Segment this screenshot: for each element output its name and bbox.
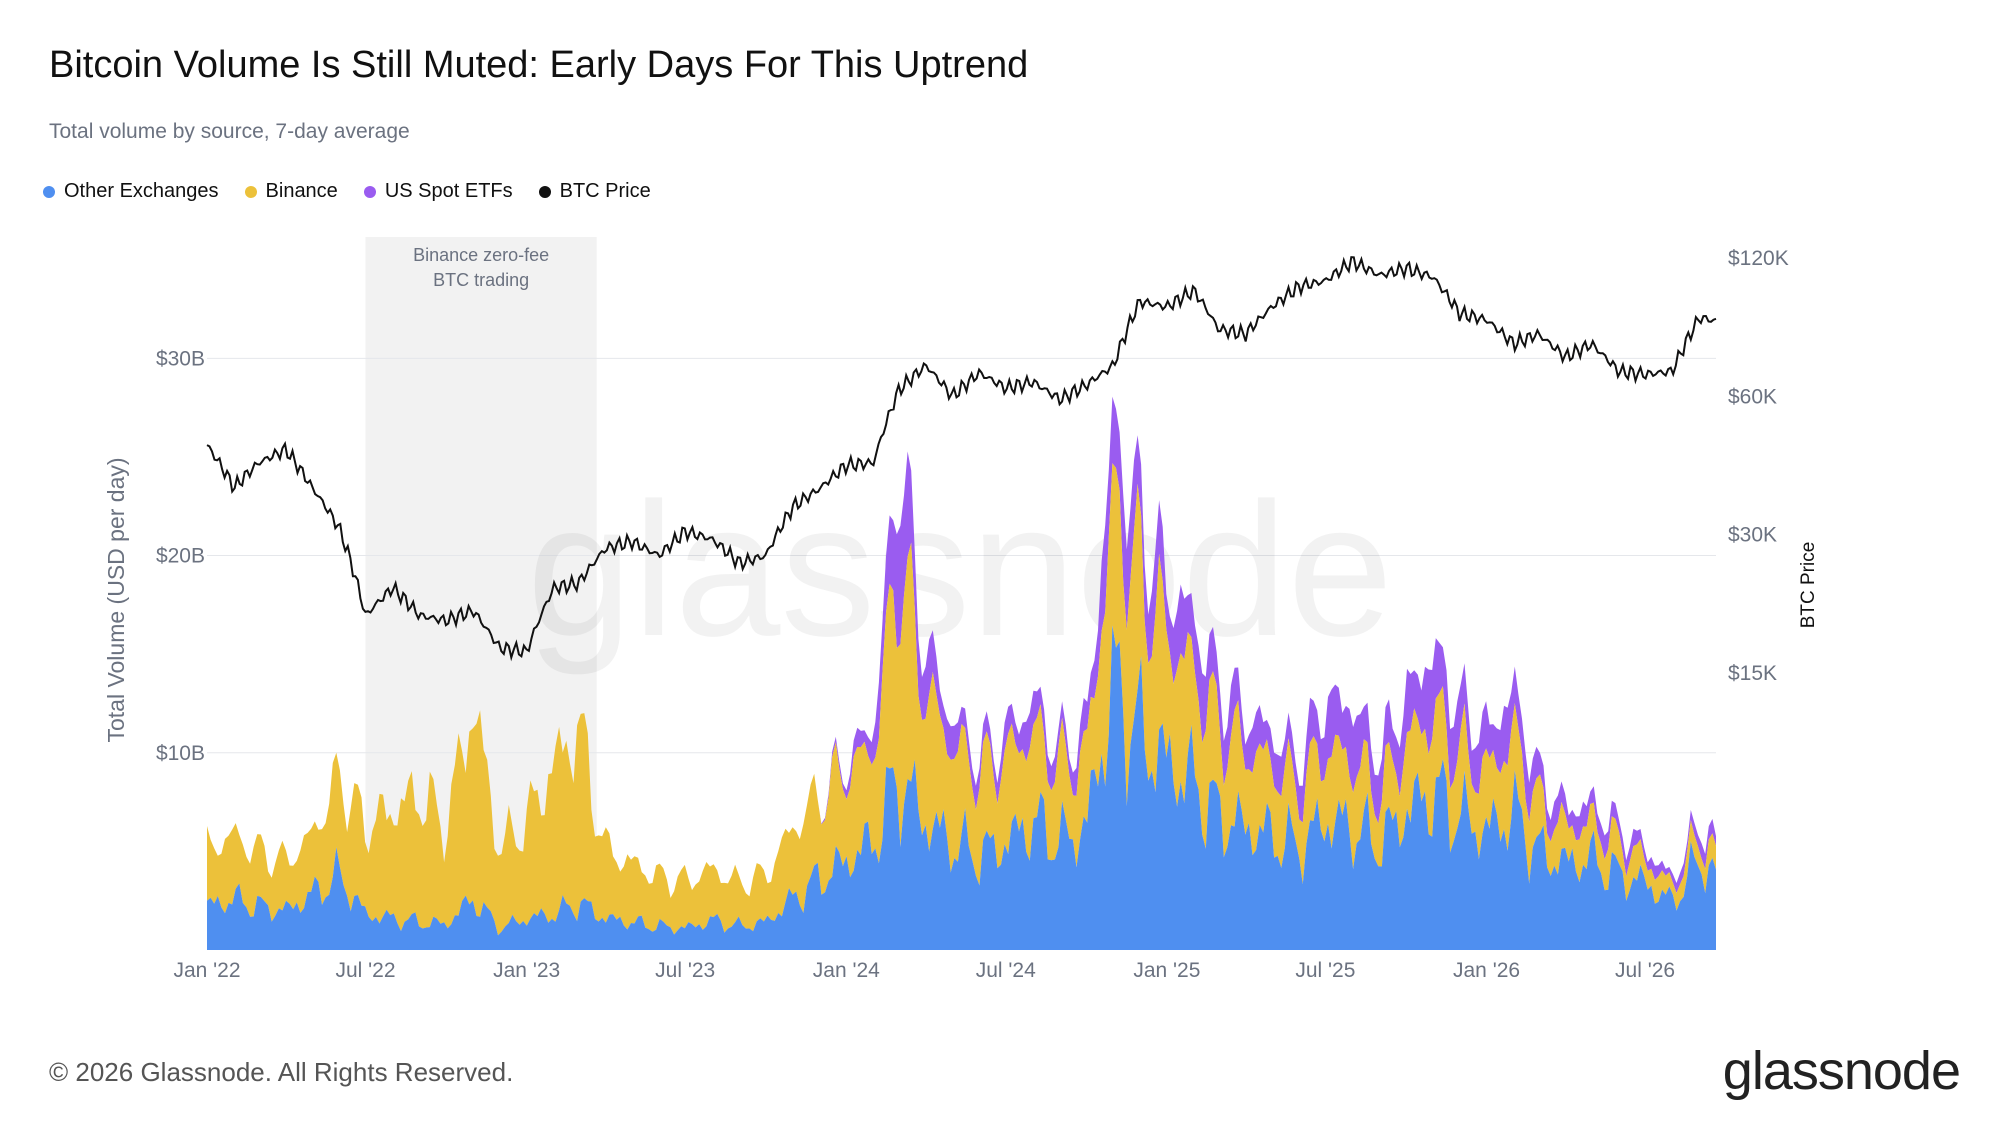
legend-label-us-spot-etfs: US Spot ETFs	[384, 180, 513, 202]
legend-item-binance[interactable]: Binance	[244, 180, 338, 203]
legend-item-other-exchanges[interactable]: Other Exchanges	[43, 180, 219, 203]
y-right-axis-title: BTC Price	[1798, 542, 1819, 629]
legend-dot-us-spot-etfs	[363, 185, 376, 198]
y-right-tick-label: $60K	[1728, 385, 1777, 408]
annotation-label: BTC trading	[433, 270, 529, 290]
y-left-tick-label: $20B	[156, 545, 205, 568]
x-tick-label: Jan '23	[493, 959, 560, 982]
x-tick-label: Jul '24	[976, 959, 1036, 982]
legend-label-btc-price: BTC Price	[559, 180, 651, 202]
watermark: glassnode	[527, 464, 1393, 676]
y-right-tick-label: $120K	[1728, 247, 1789, 270]
y-right-tick-label: $15K	[1728, 662, 1777, 685]
chart-title: Bitcoin Volume Is Still Muted: Early Day…	[49, 44, 1029, 86]
legend-label-other-exchanges: Other Exchanges	[64, 180, 219, 202]
y-left-axis-title: Total Volume (USD per day)	[103, 457, 129, 742]
x-tick-label: Jul '25	[1295, 959, 1355, 982]
copyright-text: © 2026 Glassnode. All Rights Reserved.	[49, 1057, 514, 1087]
annotation-label: Binance zero-fee	[413, 245, 549, 265]
series-btc-price-line	[206, 255, 1717, 662]
legend-dot-binance	[244, 185, 257, 198]
brand-logo: glassnode	[1722, 1041, 1961, 1101]
x-tick-label: Jul '26	[1615, 959, 1675, 982]
x-tick-label: Jul '22	[335, 959, 395, 982]
legend-item-us-spot-etfs[interactable]: US Spot ETFs	[363, 180, 513, 203]
x-tick-label: Jul '23	[655, 959, 715, 982]
series-binance-area	[207, 463, 1716, 936]
legend-dot-other-exchanges	[43, 185, 55, 198]
legend-dot-btc-price	[538, 185, 551, 198]
legend-label-binance: Binance	[265, 180, 338, 202]
x-tick-label: Jan '25	[1133, 959, 1200, 982]
y-left-tick-label: $10B	[156, 742, 205, 765]
y-left-tick-label: $30B	[156, 347, 205, 370]
series-other-exchanges-area	[207, 625, 1716, 950]
x-tick-label: Jan '22	[173, 959, 240, 982]
x-tick-label: Jan '24	[813, 959, 880, 982]
y-right-tick-label: $30K	[1728, 524, 1777, 547]
legend-item-btc-price[interactable]: BTC Price	[538, 180, 651, 203]
legend: Other Exchanges Binance US Spot ETFs BTC…	[43, 180, 651, 203]
x-tick-label: Jan '26	[1453, 959, 1520, 982]
chart-subtitle: Total volume by source, 7-day average	[49, 120, 410, 143]
